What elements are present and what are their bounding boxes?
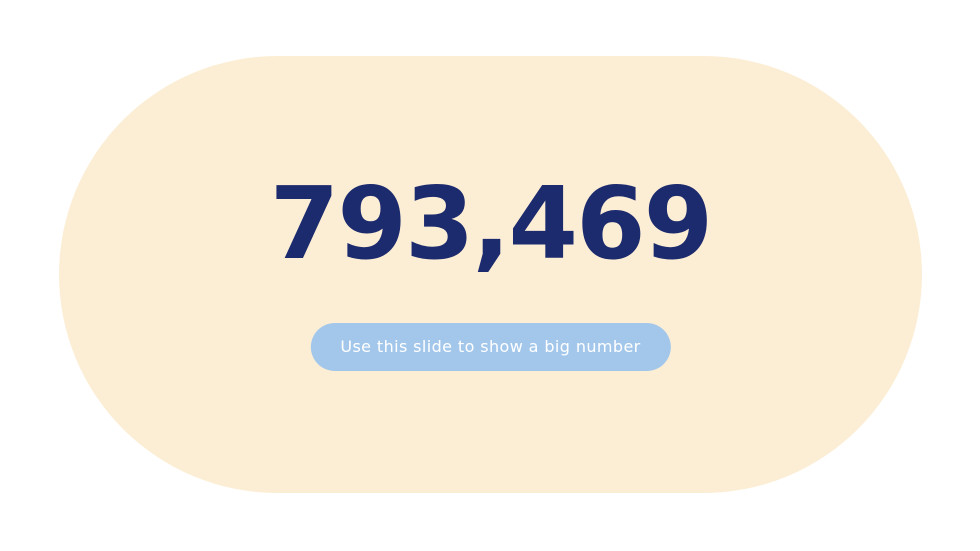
caption-pill: Use this slide to show a big number [310,323,671,371]
big-number-text: 793,469 [269,165,713,282]
rounded-background-shape: 793,469 Use this slide to show a big num… [59,56,922,493]
caption-text: Use this slide to show a big number [340,337,641,356]
